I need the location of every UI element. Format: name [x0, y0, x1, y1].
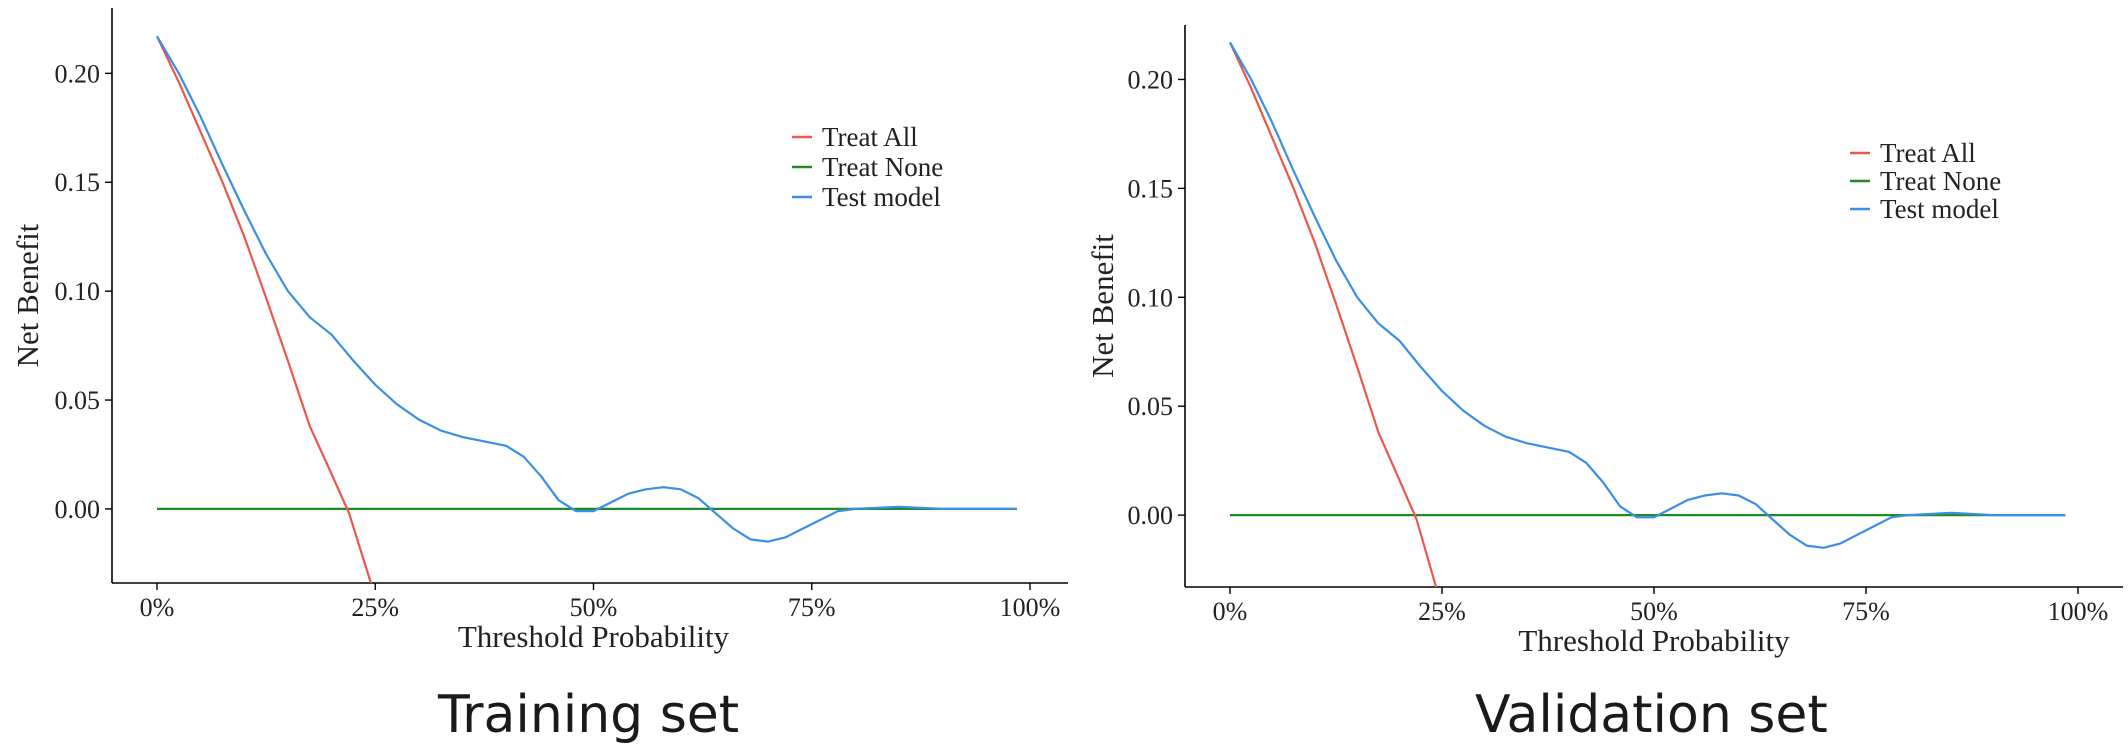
training-x-tick-label: 25% [351, 593, 399, 622]
validation-y-tick-label: 0.20 [1128, 65, 1174, 94]
training-legend-label: Treat None [822, 152, 943, 182]
validation-x-tick-label: 0% [1213, 597, 1248, 626]
validation-caption: Validation set [1475, 685, 1828, 745]
training-y-tick-label: 0.20 [55, 59, 101, 88]
validation-x-tick-label: 100% [2048, 597, 2109, 626]
validation-x-axis-label: Threshold Probability [1518, 623, 1790, 658]
training-y-axis-label: Net Benefit [10, 223, 45, 367]
training-series-treat-all [156, 35, 372, 583]
training-x-axis-label: Threshold Probability [458, 619, 730, 654]
training-x-tick-label: 75% [788, 593, 836, 622]
validation-x-tick-label: 75% [1842, 597, 1890, 626]
training-chart: 0.00 0.05 0.10 0.15 0.20 0% 25% 50% 75% 100% Thres… [10, 8, 1068, 654]
validation-legend-label: Treat None [1880, 166, 2001, 196]
training-x-tick-label: 50% [570, 593, 618, 622]
training-y-tick-label: 0.10 [55, 277, 101, 306]
validation-y-tick-label: 0.05 [1128, 392, 1174, 421]
validation-x-tick-label: 25% [1418, 597, 1466, 626]
validation-legend-label: Treat All [1880, 138, 1976, 168]
training-legend-label: Test model [822, 182, 941, 212]
training-y-tick-label: 0.00 [55, 495, 101, 524]
training-x-tick-label: 0% [140, 593, 175, 622]
training-y-tick-label: 0.15 [55, 168, 101, 197]
validation-chart: 0.00 0.05 0.10 0.15 0.20 0% 25% 50% 75% 100% Thres… [1085, 25, 2123, 658]
validation-legend-label: Test model [1880, 194, 1999, 224]
validation-chart-panel: 0.00 0.05 0.10 0.15 0.20 0% 25% 50% 75% 100% Thres… [1075, 0, 2128, 753]
validation-y-tick-label: 0.15 [1128, 174, 1174, 203]
validation-y-tick-label: 0.10 [1128, 283, 1174, 312]
validation-y-axis-label: Net Benefit [1085, 234, 1120, 378]
training-caption: Training set [438, 685, 740, 745]
validation-y-tick-label: 0.00 [1128, 501, 1174, 530]
training-series-test-model [156, 35, 1017, 543]
training-legend-label: Treat All [822, 122, 918, 152]
training-y-tick-label: 0.05 [55, 386, 101, 415]
validation-series-treat-all [1229, 41, 1438, 587]
validation-series-test-model [1229, 41, 2066, 549]
training-x-tick-label: 100% [1000, 593, 1061, 622]
validation-x-tick-label: 50% [1630, 597, 1678, 626]
training-chart-panel: 0.00 0.05 0.10 0.15 0.20 0% 25% 50% 75% 100% Thres… [10, 8, 1068, 745]
